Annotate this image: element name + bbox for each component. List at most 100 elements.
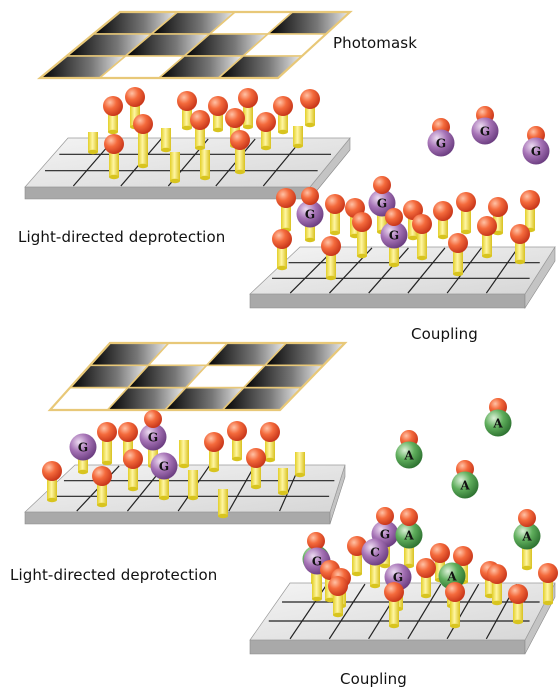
step3-molecule-15-protecting-group: [42, 461, 62, 481]
step3-molecule-8-linker: [78, 451, 88, 472]
step2-molecule-16-linker-base: [277, 265, 287, 271]
step4-molecule-9-linker: [485, 573, 495, 596]
step3-molecule-5-nucleotide-letter: G: [148, 431, 158, 445]
step1-molecule-15-linker-base: [235, 169, 245, 175]
substrate-2-grid-col-4: [407, 247, 446, 294]
step3-molecule-17-linker-base: [218, 513, 228, 519]
step3-molecule-8-nucleotide-sphere: [69, 433, 97, 461]
substrate-4-grid-col-4: [407, 583, 442, 640]
step3-molecule-4: [102, 434, 112, 466]
step3-molecule-5-linker: [148, 441, 158, 466]
step2-molecule-10-nucleotide-letter: G: [305, 208, 315, 222]
step2-molecule-2-linker: [281, 200, 291, 230]
step3-molecule-10-linker-base: [251, 484, 261, 490]
step2-molecule-6-linker-base: [493, 230, 503, 236]
step2-molecule-5-linker-base: [330, 230, 340, 236]
step1-molecule-4: [182, 103, 192, 131]
step2-molecule-17-linker-base: [453, 271, 463, 277]
step1-molecule-13-linker: [88, 132, 98, 152]
step3-molecule-10: [251, 460, 261, 490]
step4-molecule-5-linker: [435, 555, 445, 580]
step2-molecule-5-linker: [330, 206, 340, 233]
step4-molecule-18-linker-base: [333, 612, 343, 618]
free-g-3-nucleotide-sphere: [522, 137, 550, 165]
step1-molecule-7-protecting-group: [273, 96, 293, 116]
step1-molecule-3-linker: [243, 100, 253, 127]
step4-molecule-17-nucleotide-letter: G: [393, 571, 403, 585]
step4-molecule-3-linker-base: [522, 565, 532, 571]
step1-molecule-9: [293, 126, 303, 149]
step3-molecule-9-linker: [295, 452, 305, 475]
step3-molecule-6: [179, 440, 189, 469]
step3-molecule-8-nucleotide-letter: G: [78, 441, 88, 455]
step1-molecule-12: [161, 128, 171, 153]
step2-molecule-8-linker: [438, 213, 448, 237]
step3-molecule-9-linker-base: [295, 472, 305, 478]
step4-molecule-10-linker-base: [421, 593, 431, 599]
substrate-2-grid-col-5: [446, 247, 482, 294]
step4-molecule-16-nucleotide-letter: A: [446, 570, 457, 584]
step1-molecule-6: [108, 108, 118, 135]
step4-molecule-3-protecting-group: [518, 509, 536, 527]
substrate-4-grid-col-2: [328, 583, 366, 640]
step2-molecule-13-linker: [417, 226, 427, 258]
step1-molecule-6-linker: [108, 108, 118, 132]
step3-molecule-12-linker-base: [278, 490, 288, 496]
substrate-3-grid-col-4: [228, 465, 255, 512]
step2-molecule-4-linker-base: [461, 229, 471, 235]
substrate-2-front-face: [249, 293, 526, 309]
free-a-3-nucleotide: A: [451, 471, 479, 499]
step1-molecule-16-protecting-group: [104, 134, 124, 154]
step3-molecule-5-nucleotide-sphere: [139, 423, 167, 451]
step1-molecule-2-linker: [130, 99, 140, 127]
free-g-1-nucleotide-sphere: [427, 129, 455, 157]
step3-molecule-6-linker-base: [179, 463, 189, 469]
step3-molecule-1-protecting-group: [227, 421, 247, 441]
step2-molecule-12-linker-base: [482, 253, 492, 259]
step2-molecule-14-linker-base: [515, 259, 525, 265]
step3-molecule-11-linker: [128, 461, 138, 489]
photomask-1-frame: [36, 10, 353, 80]
step4-molecule-20-linker: [389, 594, 399, 626]
step1-molecule-14: [138, 126, 148, 169]
step4-molecule-5-protecting-group: [430, 543, 450, 563]
step1-molecule-7-linker: [278, 108, 288, 132]
step4-molecule-14-linker-base: [543, 600, 553, 606]
step2-molecule-5: [330, 206, 340, 236]
step1-molecule-18-linker-base: [170, 178, 180, 184]
step1-molecule-11: [261, 124, 271, 151]
step3-molecule-13-linker-base: [159, 495, 169, 501]
free-a-2-nucleotide-sphere: [395, 441, 423, 469]
step3-molecule-7-protecting-group: [204, 432, 224, 452]
step3-molecule-16-linker: [97, 478, 107, 505]
step3-molecule-7: [209, 444, 219, 473]
step4-molecule-19-protecting-group: [508, 584, 528, 604]
step1-molecule-16-linker-base: [109, 174, 119, 180]
step4-molecule-4: [352, 548, 362, 577]
step3-molecule-6-linker: [179, 440, 189, 466]
step4-molecule-14-protecting-group: [538, 563, 558, 583]
step4-molecule-11: [312, 565, 322, 602]
step3-molecule-3-protecting-group: [118, 422, 138, 442]
step3-molecule-2-linker-base: [265, 457, 275, 463]
step1-molecule-18-linker: [170, 152, 180, 181]
step2-molecule-14: [515, 236, 525, 265]
step1-molecule-17-linker: [200, 150, 210, 178]
step4-molecule-2-linker: [404, 539, 414, 566]
step1-molecule-10-linker: [195, 122, 205, 148]
step3-molecule-14: [188, 470, 198, 501]
step2-molecule-10-nucleotide: G: [296, 200, 324, 228]
step2-molecule-12: [482, 228, 492, 259]
step2-molecule-16-linker: [277, 241, 287, 268]
step1-molecule-15: [235, 142, 245, 175]
step4-molecule-8-nucleotide-letter: C: [370, 546, 380, 560]
step4-molecule-7-protecting-group: [307, 532, 325, 550]
step3-molecule-12-linker: [278, 468, 288, 493]
step3-molecule-13: [159, 470, 169, 501]
step2-molecule-13: [417, 226, 427, 261]
step1-molecule-13: [88, 132, 98, 155]
free-g-2-nucleotide-sphere: [471, 117, 499, 145]
free-g-1-nucleotide: G: [427, 129, 455, 157]
step4-molecule-2-nucleotide-sphere: [395, 521, 423, 549]
free-g-2-nucleotide: G: [471, 117, 499, 145]
